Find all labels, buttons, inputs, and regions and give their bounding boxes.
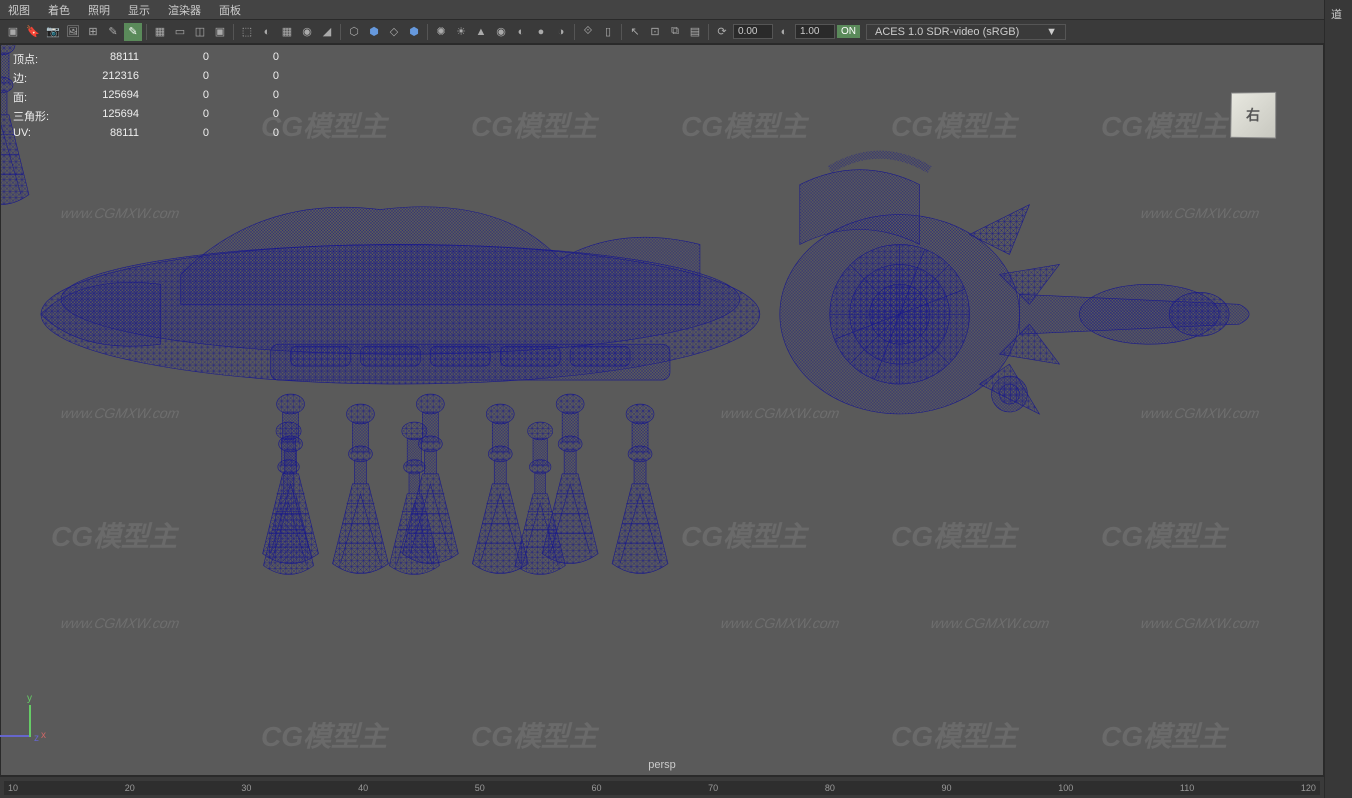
film-gate-icon[interactable]: ▭ bbox=[171, 23, 189, 41]
timeline-tick: 70 bbox=[708, 783, 718, 793]
dof-icon[interactable]: ◐ bbox=[512, 23, 530, 41]
grid-icon[interactable]: ▦ bbox=[151, 23, 169, 41]
timeline-tick: 110 bbox=[1180, 783, 1194, 793]
motion-blur-icon[interactable]: ◉ bbox=[492, 23, 510, 41]
stat-row: 面:12569400 bbox=[13, 89, 279, 105]
timeline-tick: 40 bbox=[358, 783, 368, 793]
timeline-tick: 50 bbox=[475, 783, 485, 793]
light-icon-2[interactable]: ☀ bbox=[452, 23, 470, 41]
timeline-tick: 120 bbox=[1301, 783, 1316, 793]
stat-row: 顶点:8811100 bbox=[13, 51, 279, 67]
gate-mask-icon[interactable]: ▣ bbox=[211, 23, 229, 41]
stat-row: UV:8811100 bbox=[13, 127, 279, 139]
color-transform-dropdown[interactable]: ACES 1.0 SDR-video (sRGB) ▼ bbox=[866, 24, 1066, 40]
grease-pencil-icon[interactable]: ✎ bbox=[104, 23, 122, 41]
aa-icon[interactable]: ◑ bbox=[552, 23, 570, 41]
axis-gizmo bbox=[21, 695, 71, 745]
bookmark-icon[interactable]: 🔖 bbox=[24, 23, 42, 41]
gamma-icon[interactable]: ◐ bbox=[775, 23, 793, 41]
color-transform-label: ACES 1.0 SDR-video (sRGB) bbox=[875, 26, 1019, 38]
timeline-tick: 60 bbox=[591, 783, 601, 793]
timeline-tick: 80 bbox=[825, 783, 835, 793]
timeline-tick: 100 bbox=[1058, 783, 1073, 793]
stat-row: 边:21231600 bbox=[13, 70, 279, 86]
light-icon[interactable]: ✺ bbox=[432, 23, 450, 41]
shadows-icon[interactable]: ◢ bbox=[318, 23, 336, 41]
grease-pencil-active-icon[interactable]: ✎ bbox=[124, 23, 142, 41]
viewport[interactable]: 顶点:8811100 边:21231600 面:12569400 三角形:125… bbox=[0, 44, 1324, 776]
opt1-icon[interactable]: ⊡ bbox=[646, 23, 664, 41]
panel-toolbar: ▣ 🔖 📷 🖼 ⊞ ✎ ✎ ▦ ▭ ◫ ▣ ⬚ ◐ ▦ ◉ ◢ ⬡ ⬢ ◇ ⬢ … bbox=[0, 20, 1352, 44]
wireframe-shaded-icon[interactable]: ⬚ bbox=[238, 23, 256, 41]
menu-renderer[interactable]: 渲染器 bbox=[168, 2, 201, 18]
opt3-icon[interactable]: ▤ bbox=[686, 23, 704, 41]
wireframe-model bbox=[1, 45, 1323, 775]
snap-icon[interactable]: ↖ bbox=[626, 23, 644, 41]
shaded-icon[interactable]: ◐ bbox=[258, 23, 276, 41]
menu-panels[interactable]: 面板 bbox=[219, 2, 241, 18]
right-sidebar: 道 bbox=[1324, 0, 1352, 798]
separator bbox=[621, 24, 622, 40]
xray-icon[interactable]: ⬢ bbox=[405, 23, 423, 41]
timeline-tick: 30 bbox=[241, 783, 251, 793]
separator bbox=[233, 24, 234, 40]
polycount-hud: 顶点:8811100 边:21231600 面:12569400 三角形:125… bbox=[13, 51, 279, 142]
exposure-icon[interactable]: ⟳ bbox=[713, 23, 731, 41]
right-panel-label: 道 bbox=[1325, 0, 1352, 28]
separator bbox=[146, 24, 147, 40]
separator bbox=[340, 24, 341, 40]
separator bbox=[427, 24, 428, 40]
timeline-track[interactable]: 10 20 30 40 50 60 70 80 90 100 110 120 bbox=[4, 781, 1320, 795]
viewcube-face-right[interactable]: 右 bbox=[1230, 92, 1276, 139]
xray-joints-icon[interactable]: ⟐ bbox=[579, 23, 597, 41]
gamma-field[interactable]: 1.00 bbox=[795, 24, 835, 39]
axis-z bbox=[0, 735, 29, 737]
image-plane-icon[interactable]: 🖼 bbox=[64, 23, 82, 41]
separator bbox=[574, 24, 575, 40]
axis-x bbox=[29, 727, 39, 737]
menu-show[interactable]: 显示 bbox=[128, 2, 150, 18]
chevron-down-icon: ▼ bbox=[1046, 26, 1057, 38]
fog-icon[interactable]: ▲ bbox=[472, 23, 490, 41]
separator bbox=[708, 24, 709, 40]
viewcube[interactable]: 右 bbox=[1223, 85, 1283, 145]
smooth-icon[interactable]: ◇ bbox=[385, 23, 403, 41]
2d-pan-icon[interactable]: ⊞ bbox=[84, 23, 102, 41]
use-all-lights-icon[interactable]: ◉ bbox=[298, 23, 316, 41]
wireframe-icon[interactable]: ⬢ bbox=[365, 23, 383, 41]
camera-icon[interactable]: 📷 bbox=[44, 23, 62, 41]
opt2-icon[interactable]: ⧉ bbox=[666, 23, 684, 41]
camera-name-label: persp bbox=[648, 759, 676, 771]
isolate-icon[interactable]: ⬡ bbox=[345, 23, 363, 41]
timeline[interactable]: 10 20 30 40 50 60 70 80 90 100 110 120 bbox=[0, 776, 1324, 798]
xray-active-icon[interactable]: ▯ bbox=[599, 23, 617, 41]
timeline-tick: 90 bbox=[942, 783, 952, 793]
resolution-gate-icon[interactable]: ◫ bbox=[191, 23, 209, 41]
colormgmt-on-badge[interactable]: ON bbox=[837, 25, 860, 38]
timeline-tick: 10 bbox=[8, 783, 18, 793]
textured-icon[interactable]: ▦ bbox=[278, 23, 296, 41]
panel-menubar: 视图 着色 照明 显示 渲染器 面板 bbox=[0, 0, 1352, 20]
select-camera-icon[interactable]: ▣ bbox=[4, 23, 22, 41]
menu-view[interactable]: 视图 bbox=[8, 2, 30, 18]
stat-row: 三角形:12569400 bbox=[13, 108, 279, 124]
menu-lighting[interactable]: 照明 bbox=[88, 2, 110, 18]
ao-icon[interactable]: ● bbox=[532, 23, 550, 41]
timeline-tick: 20 bbox=[125, 783, 135, 793]
menu-shading[interactable]: 着色 bbox=[48, 2, 70, 18]
exposure-field[interactable]: 0.00 bbox=[733, 24, 773, 39]
